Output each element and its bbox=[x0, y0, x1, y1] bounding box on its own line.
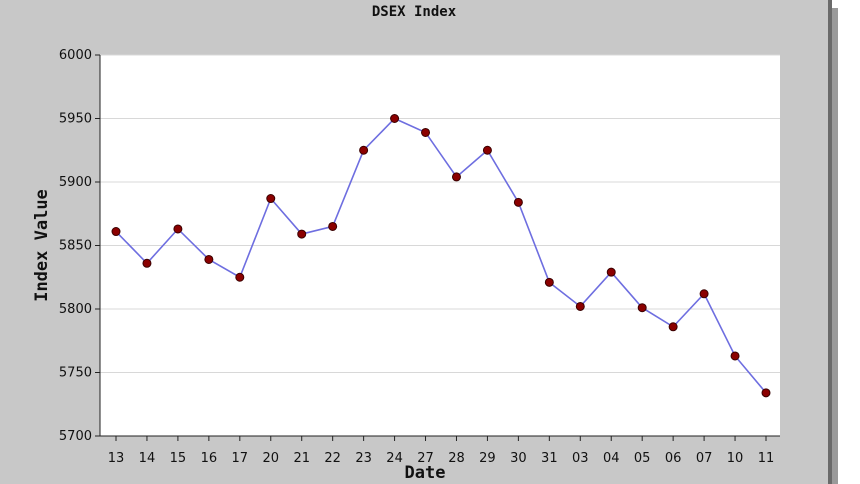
data-point bbox=[173, 224, 183, 234]
data-point bbox=[575, 301, 585, 311]
x-tick-label: 16 bbox=[201, 451, 218, 466]
data-points bbox=[111, 114, 771, 398]
data-point bbox=[761, 388, 771, 398]
x-tick-label: 15 bbox=[170, 451, 187, 466]
x-tick-label: 23 bbox=[355, 451, 372, 466]
data-point bbox=[390, 114, 400, 123]
x-tick-label: 05 bbox=[634, 451, 651, 466]
data-point bbox=[699, 289, 709, 299]
x-tick-label: 04 bbox=[603, 451, 620, 466]
axes bbox=[99, 55, 780, 437]
data-point bbox=[111, 227, 121, 237]
x-tick-label: 24 bbox=[386, 451, 403, 466]
data-point bbox=[668, 322, 678, 332]
data-point bbox=[482, 145, 492, 155]
x-tick-label: 31 bbox=[541, 451, 558, 466]
data-point bbox=[297, 229, 307, 239]
y-tick-label: 5700 bbox=[59, 429, 92, 444]
x-tick-label: 13 bbox=[108, 451, 125, 466]
data-point bbox=[359, 145, 369, 155]
x-tick-label: 03 bbox=[572, 451, 589, 466]
x-tick-labels: 13 14 15 16 17 20 21 22 23 24 27 28 29 30 31 03 04 05 06 07… bbox=[108, 436, 775, 466]
data-point bbox=[637, 303, 647, 313]
y-axis-label: Index Value bbox=[32, 189, 52, 302]
y-tick-label: 6000 bbox=[59, 48, 92, 63]
data-point bbox=[513, 197, 523, 207]
y-tick-label: 5800 bbox=[59, 302, 92, 317]
chart-title: DSEX Index bbox=[371, 4, 457, 20]
data-point bbox=[328, 221, 338, 231]
data-point bbox=[235, 272, 245, 282]
x-tick-label: 29 bbox=[479, 451, 496, 466]
x-tick-label: 10 bbox=[727, 451, 744, 466]
x-axis-label: Date bbox=[405, 463, 446, 483]
x-tick-label: 17 bbox=[232, 451, 249, 466]
data-point bbox=[730, 351, 740, 361]
data-point bbox=[606, 267, 616, 277]
x-tick-label: 22 bbox=[324, 451, 341, 466]
x-tick-label: 21 bbox=[293, 451, 310, 466]
data-point bbox=[421, 127, 431, 137]
x-tick-label: 20 bbox=[262, 451, 279, 466]
x-tick-label: 07 bbox=[696, 451, 713, 466]
y-tick-label: 5750 bbox=[59, 366, 92, 381]
data-point bbox=[266, 194, 276, 204]
y-tick-label: 5950 bbox=[59, 112, 92, 127]
y-tick-label: 5850 bbox=[59, 239, 92, 254]
y-tick-labels: 5700 5750 5800 5850 5900 5950 6000 bbox=[59, 48, 92, 444]
x-tick-label: 28 bbox=[448, 451, 465, 466]
data-point bbox=[544, 277, 554, 287]
data-point bbox=[204, 254, 214, 264]
series-line bbox=[115, 117, 767, 394]
x-tick-label: 11 bbox=[758, 451, 775, 466]
data-point bbox=[451, 172, 461, 182]
x-tick-label: 30 bbox=[510, 451, 527, 466]
x-tick-label: 14 bbox=[139, 451, 156, 466]
y-tick-label: 5900 bbox=[59, 175, 92, 190]
x-tick-label: 27 bbox=[417, 451, 434, 466]
data-point bbox=[142, 258, 152, 268]
panel-shadow bbox=[832, 8, 838, 484]
grid-lines bbox=[95, 54, 780, 437]
x-tick-label: 06 bbox=[665, 451, 682, 466]
